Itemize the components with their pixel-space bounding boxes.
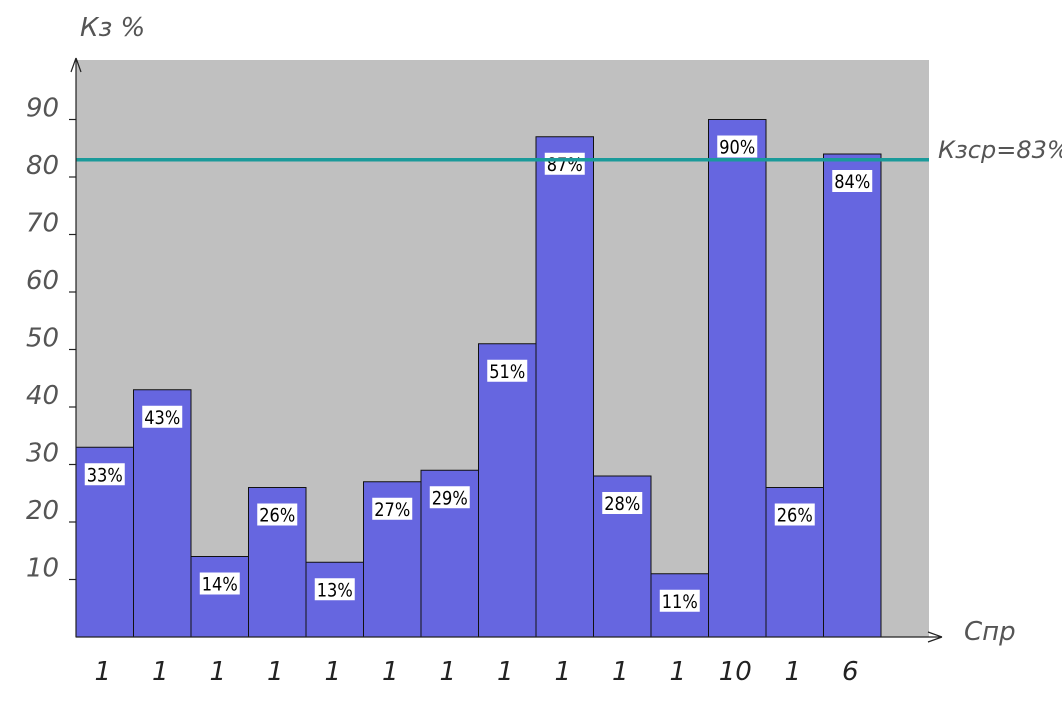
y-tick-label: 30 bbox=[26, 439, 59, 469]
bar bbox=[190, 556, 249, 638]
y-tick-label: 10 bbox=[26, 554, 59, 584]
x-category-label: 1 bbox=[497, 657, 514, 687]
data-label-box bbox=[257, 503, 298, 526]
data-label: 33% bbox=[87, 464, 123, 486]
bar bbox=[535, 136, 594, 638]
data-label: 13% bbox=[317, 579, 353, 601]
data-label-box bbox=[372, 497, 413, 520]
x-category-label: 1 bbox=[612, 657, 629, 687]
data-label-box bbox=[602, 492, 643, 514]
bars-group: 33% 43% 14% 26% 13% 27% 29% 51% 87% 28% 11% 90% 26% 8… bbox=[75, 119, 882, 638]
y-tick-label: 50 bbox=[26, 324, 59, 354]
x-categories-group: 1 1 1 1 1 1 1 1 1 1 1 10 1 6 bbox=[94, 657, 858, 687]
data-label-box bbox=[774, 503, 815, 526]
data-label: 26% bbox=[259, 505, 295, 527]
data-label: 26% bbox=[777, 505, 813, 527]
data-label-box bbox=[429, 486, 470, 509]
bar bbox=[133, 389, 192, 638]
data-label: 43% bbox=[144, 407, 180, 429]
data-label: 51% bbox=[489, 361, 525, 383]
data-label: 87% bbox=[547, 154, 583, 176]
y-tick-label: 80 bbox=[26, 151, 59, 181]
x-category-label: 6 bbox=[842, 657, 859, 687]
reference-line-group: Кзср=83% bbox=[76, 136, 1062, 164]
x-category-label: 1 bbox=[94, 657, 111, 687]
data-label: 28% bbox=[604, 493, 640, 515]
data-label-box bbox=[832, 170, 873, 192]
x-category-label: 1 bbox=[324, 657, 341, 687]
x-category-label: 1 bbox=[152, 657, 169, 687]
data-label: 90% bbox=[719, 137, 755, 159]
y-tick-label: 20 bbox=[26, 496, 59, 526]
data-label-box bbox=[84, 463, 125, 486]
data-label-box bbox=[487, 359, 528, 382]
reference-line-label: Кзср=83% bbox=[938, 136, 1062, 164]
axes-group bbox=[70, 57, 943, 643]
x-axis-arrow bbox=[927, 631, 943, 643]
x-category-label: 1 bbox=[669, 657, 686, 687]
x-category-label: 1 bbox=[439, 657, 456, 687]
data-label-box bbox=[142, 405, 183, 428]
data-label: 29% bbox=[432, 487, 468, 509]
y-tick-label: 70 bbox=[26, 209, 59, 239]
x-category-label: 1 bbox=[554, 657, 571, 687]
y-axis-title: Кз % bbox=[80, 13, 145, 43]
x-axis-title: Спр bbox=[964, 617, 1016, 647]
x-category-label: 1 bbox=[382, 657, 399, 687]
bar bbox=[823, 153, 882, 638]
x-category-label: 10 bbox=[719, 657, 752, 687]
bar bbox=[708, 119, 767, 638]
y-tick-label: 90 bbox=[26, 94, 59, 124]
x-category-label: 1 bbox=[209, 657, 226, 687]
y-tick-label: 40 bbox=[26, 381, 59, 411]
x-category-label: 1 bbox=[784, 657, 801, 687]
data-label: 27% bbox=[374, 499, 410, 521]
y-axis-arrow bbox=[70, 57, 82, 73]
x-category-label: 1 bbox=[267, 657, 284, 687]
bar bbox=[478, 343, 537, 638]
data-label-box bbox=[199, 572, 240, 595]
y-tick-label: 60 bbox=[26, 266, 59, 296]
data-label: 14% bbox=[202, 574, 238, 596]
data-label-box bbox=[314, 578, 355, 601]
y-ticks-group: 10 20 30 40 50 60 70 80 90 bbox=[26, 94, 76, 584]
data-label-box bbox=[659, 589, 700, 612]
data-label: 84% bbox=[834, 171, 870, 193]
data-label-box bbox=[717, 135, 758, 158]
data-label: 11% bbox=[662, 591, 698, 613]
